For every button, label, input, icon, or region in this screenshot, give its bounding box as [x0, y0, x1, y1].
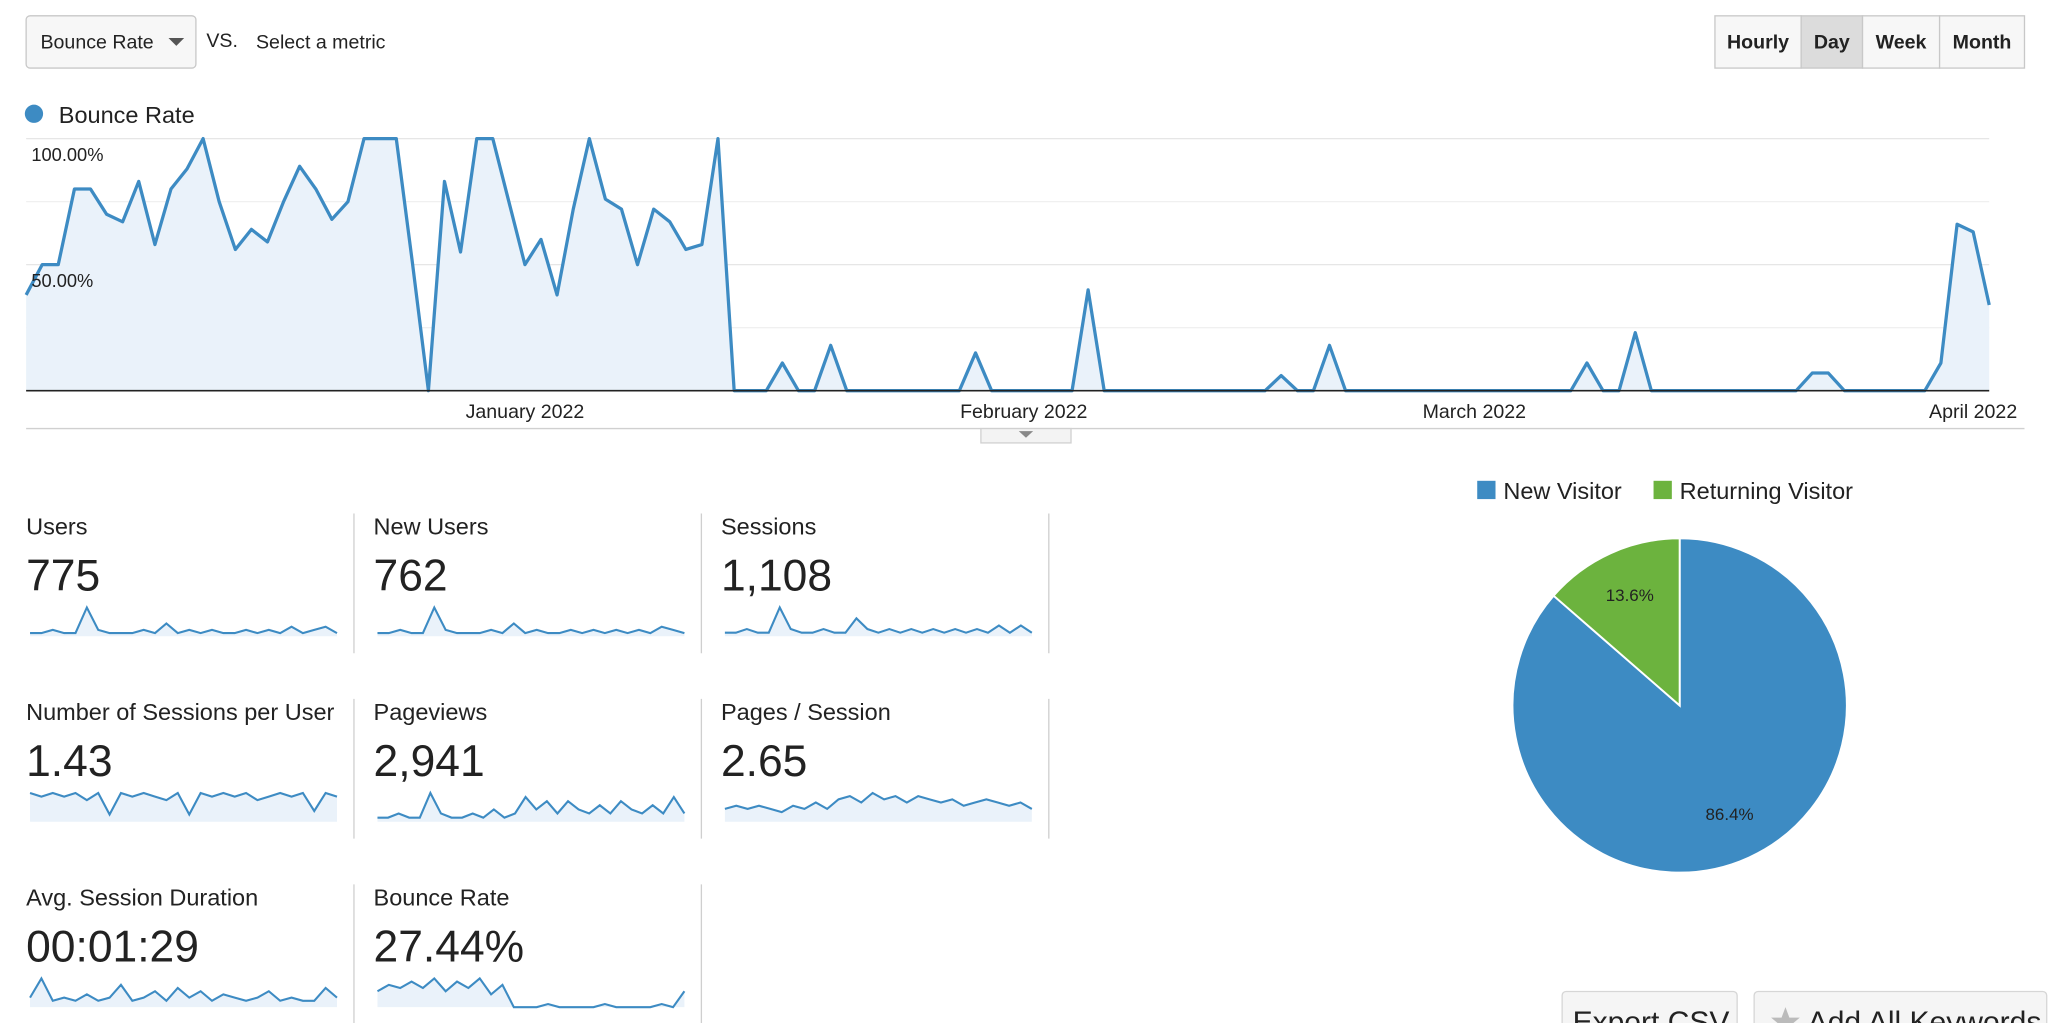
export-button[interactable] — [1561, 990, 1738, 1023]
sparkline-area — [724, 792, 1032, 822]
metric-label: Bounce Rate — [374, 884, 510, 910]
period-button[interactable] — [1938, 15, 2026, 69]
pie-slice — [1552, 537, 1681, 708]
pie-value-label: 86.4% — [1705, 805, 1753, 824]
metric-value: 00:01:29 — [26, 922, 199, 971]
period-button-label[interactable]: Month — [1953, 31, 2012, 53]
x-tick-label: April 2022 — [1929, 401, 2017, 423]
area — [26, 138, 1990, 391]
metric-dropdown-label[interactable]: Bounce Rate — [40, 31, 153, 53]
metric-label: New Users — [374, 513, 489, 539]
sparkline — [30, 605, 338, 635]
legend-swatch — [1653, 480, 1672, 500]
metric-value: 775 — [26, 552, 100, 601]
period-button-label[interactable]: Day — [1814, 31, 1850, 53]
export-button-label[interactable]: Export CSV — [1573, 1006, 1730, 1023]
add-keywords-label[interactable]: Add All Keywords — [1808, 1006, 2042, 1023]
star-icon — [1771, 1007, 1800, 1023]
metric-label: Pageviews — [374, 699, 488, 725]
sparkline — [376, 976, 686, 1009]
metric-label: Users — [26, 513, 87, 539]
sparkline — [29, 976, 338, 1003]
sparkline — [724, 791, 1033, 814]
metric-value: 2,941 — [374, 737, 485, 786]
collapse-arrow — [1018, 431, 1034, 438]
metric-value: 1.43 — [26, 737, 112, 786]
x-tick-label: February 2022 — [960, 401, 1087, 423]
metric-value: 27.44% — [374, 922, 525, 971]
metric-tiles: Users 775 New Users 762 Sessions 1,108 Number … — [26, 513, 1050, 1023]
metric-label: Pages / Session — [721, 699, 891, 725]
metric-value: 762 — [374, 552, 448, 601]
sparkline-area — [30, 607, 337, 637]
pie-chart: 86.4% 13.6% New Visitor Returning Visitor — [1477, 478, 1853, 874]
metric-value: 2.65 — [721, 737, 807, 786]
vs-label: VS. — [206, 30, 238, 52]
metric-label: Number of Sessions per User — [26, 699, 334, 725]
period-button[interactable] — [1800, 15, 1864, 69]
sparkline-area — [377, 978, 685, 1008]
sparkline-area — [377, 792, 685, 822]
add-keywords-button[interactable] — [1753, 990, 2048, 1023]
y-tick-label: 100.00% — [31, 144, 103, 165]
sparkline — [724, 605, 1033, 634]
dropdown-arrow — [168, 38, 185, 46]
period-button[interactable] — [1714, 15, 1802, 69]
period-buttons: Hourly Day Week Month — [1714, 15, 2026, 69]
y-tick-label: 50.00% — [31, 270, 93, 291]
metric-dropdown[interactable] — [25, 15, 197, 69]
period-button[interactable] — [1861, 15, 1941, 69]
sparkline — [377, 790, 686, 819]
sparkline — [377, 605, 685, 635]
metric-label: Sessions — [721, 513, 816, 539]
metric-label: Avg. Session Duration — [26, 884, 258, 910]
period-button-label[interactable]: Hourly — [1727, 31, 1789, 53]
x-tick-label: March 2022 — [1423, 401, 1526, 423]
legend-label: Returning Visitor — [1680, 478, 1853, 504]
legend-dot — [24, 104, 44, 123]
sparkline-area — [377, 607, 685, 637]
x-tick-label: January 2022 — [466, 401, 585, 423]
legend-label: New Visitor — [1503, 478, 1622, 504]
line-chart: 50.00% 100.00% January 2022 February 2022 Ma… — [24, 136, 2017, 423]
legend-swatch — [1477, 480, 1496, 500]
period-button-label[interactable]: Week — [1876, 31, 1927, 53]
legend-label: Bounce Rate — [59, 102, 195, 128]
sparkline — [29, 791, 338, 817]
select-metric-link[interactable]: Select a metric — [256, 31, 386, 53]
pie-value-label: 13.6% — [1606, 586, 1654, 605]
metric-value: 1,108 — [721, 552, 832, 601]
